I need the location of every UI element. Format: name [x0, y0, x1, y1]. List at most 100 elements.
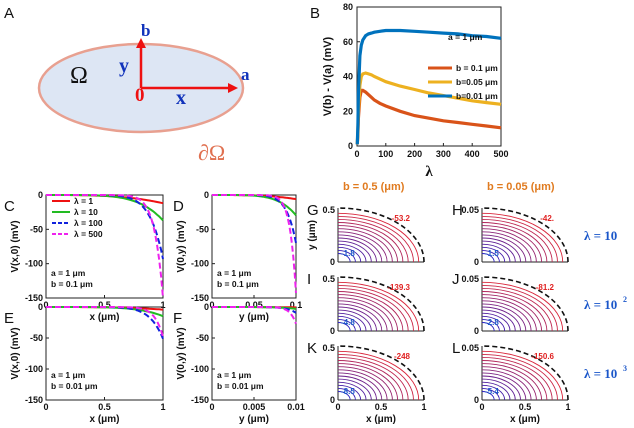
y-tick-label: 0 [474, 395, 479, 405]
contour-line [481, 297, 537, 332]
x-tick-label: 1 [160, 402, 165, 412]
contour-line [481, 225, 543, 263]
contour-line [337, 375, 377, 401]
contour-line [337, 234, 383, 263]
contour-line [481, 240, 516, 263]
contour-line [481, 249, 500, 263]
contour-line [337, 356, 409, 401]
x-axis-label: λ [425, 164, 433, 180]
contour-max-label: -81.2 [536, 283, 555, 292]
contour-line [481, 366, 537, 401]
contour-line [337, 253, 351, 263]
contour-line [481, 384, 506, 401]
contour-line [337, 218, 409, 263]
y-tick-label: 60 [343, 37, 353, 47]
contour-line [481, 218, 553, 263]
y-tick-label: -150 [191, 395, 209, 405]
y-axis-label: V(x,0) (mV) [10, 327, 21, 379]
boundary-symbol: ∂Ω [198, 140, 225, 165]
lambda-label: λ = 10 [584, 366, 617, 381]
contour-line [337, 215, 414, 263]
contour-min-label: -1.5 [485, 249, 499, 258]
contour-max-label: -42. [540, 214, 554, 223]
contour-line [481, 360, 548, 401]
y-tick-label: -50 [30, 333, 43, 343]
x-tick-label: 0 [335, 402, 340, 412]
legend-label: b = 0.1 μm [456, 63, 498, 73]
contour-line [481, 391, 495, 401]
contour-line [337, 372, 383, 401]
boundary-dashed [481, 207, 569, 263]
chart-d: 0 0.05 0.1 0 -50 -100 -150 y (μm) V(0,y) (mV) a =… [176, 190, 302, 323]
x-tick-label: 100 [378, 149, 393, 159]
contour-max-label: -150.6 [531, 352, 554, 361]
x-tick-label: 0 [209, 402, 214, 412]
contour-min-label: -1.8 [341, 249, 355, 258]
contour-line [337, 240, 372, 263]
contour-line [337, 237, 377, 263]
contour-line [481, 309, 516, 332]
y-tick-label: 0 [38, 190, 43, 200]
contour-line [481, 222, 548, 263]
x-axis-label: y (μm) [239, 312, 269, 323]
series-line-4 [212, 194, 297, 293]
panel-annotation: a = 1 μm [217, 370, 252, 380]
y-tick-label: 0 [204, 190, 209, 200]
contour-line [481, 231, 532, 263]
y-tick-label: 0 [204, 302, 209, 312]
contour-line [337, 297, 393, 332]
panel-annotation: b = 0.01 μm [51, 381, 98, 391]
omega-symbol: Ω [70, 63, 88, 89]
contour-line [337, 312, 367, 332]
contour-line [337, 228, 393, 263]
x-tick-label: 300 [436, 149, 451, 159]
y-tick-label: -100 [25, 364, 43, 374]
series-line-3 [212, 194, 297, 244]
panel-annotation: b = 0.01 μm [217, 381, 264, 391]
x-tick-label: 200 [407, 149, 422, 159]
contour-line [481, 287, 553, 332]
contour-line [481, 372, 527, 401]
x-tick-label: 500 [493, 149, 508, 159]
y-label: y [119, 55, 129, 77]
contour-line [481, 237, 521, 263]
y-tick-label: -50 [196, 333, 209, 343]
contour-line [337, 287, 409, 332]
contour-line [337, 363, 399, 401]
boundary-dashed [337, 207, 425, 263]
contour-line [481, 215, 558, 263]
panel-label-g: G [307, 202, 319, 219]
y-axis-label: V(0,y) (mV) [176, 220, 187, 272]
contour-line [481, 306, 521, 332]
x-arrowhead-icon [228, 83, 238, 93]
panel-annotation: a = 1 μm [217, 268, 252, 278]
contour-line [337, 281, 420, 332]
y-tick-label: 0.05 [461, 205, 479, 215]
chart-b: 0 100 200 300 400 500 0 20 40 60 80 λ V(b) - V(a) (m… [322, 2, 509, 180]
contour-line [337, 243, 367, 263]
series-line-3 [355, 28, 502, 145]
panel-label-l: L [452, 340, 460, 357]
y-tick-label: -100 [191, 259, 209, 269]
x-tick-label: 0.1 [290, 300, 303, 310]
contour-line [481, 356, 553, 401]
y-tick-label: 0.5 [322, 205, 335, 215]
contour-line [337, 303, 383, 332]
contour-line [337, 291, 404, 332]
y-tick-label: 0 [474, 326, 479, 336]
x-tick-label: 1 [421, 402, 426, 412]
contour-line [481, 281, 564, 332]
contour-line [337, 322, 351, 332]
contour-line [481, 387, 500, 401]
legend-label: λ = 1 [74, 196, 93, 206]
contour-min-label: -8.5 [341, 387, 355, 396]
contour-min-label: -4.8 [341, 318, 355, 327]
y-arrowhead-icon [136, 38, 146, 48]
contour-min-label: -2.8 [485, 318, 499, 327]
contour-line [337, 306, 377, 332]
legend-label: b=0.05 μm [456, 77, 498, 87]
y-tick-label: 80 [343, 2, 353, 12]
x-label: x [176, 87, 186, 109]
